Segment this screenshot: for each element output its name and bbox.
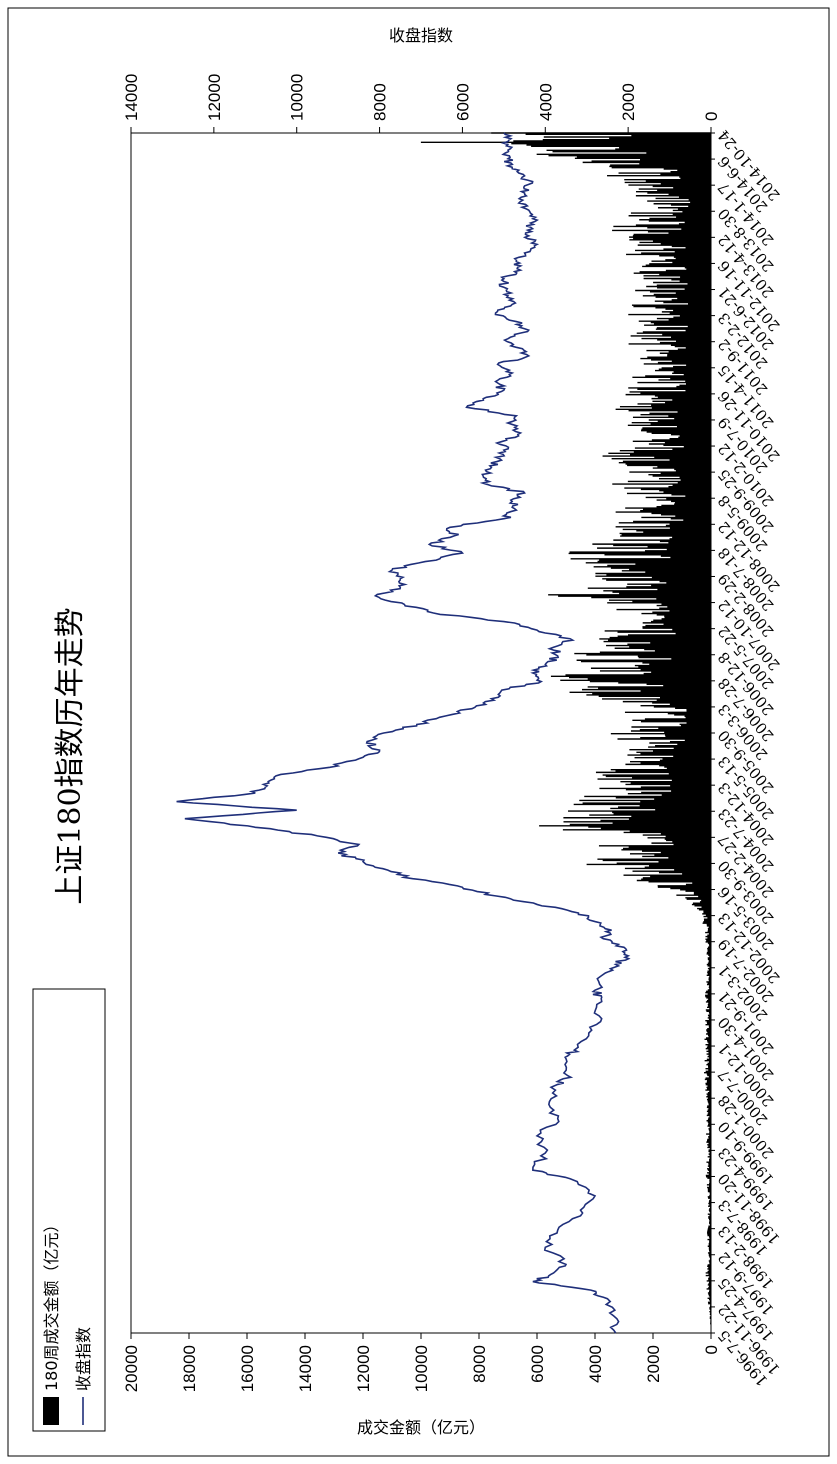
left-tick-label: 10000 — [412, 1345, 431, 1392]
left-tick-label: 2000 — [644, 1345, 663, 1383]
left-tick-label: 16000 — [238, 1345, 257, 1392]
right-tick-label: 14000 — [122, 74, 141, 121]
right-tick-label: 12000 — [205, 74, 224, 121]
legend-bar-swatch — [43, 1397, 59, 1425]
right-tick-label: 2000 — [619, 83, 638, 121]
legend-bar-label: 180周成交金额（亿元） — [42, 1216, 61, 1391]
right-tick-label: 8000 — [371, 83, 390, 121]
left-tick-label: 14000 — [296, 1345, 315, 1392]
right-axis: 0 2000 4000 6000 8000 10000 12000 14000 — [122, 74, 721, 133]
legend-line-label: 收盘指数 — [74, 1327, 93, 1391]
close-index-line — [176, 132, 631, 1334]
left-tick-label: 0 — [702, 1345, 721, 1354]
turnover-series — [420, 132, 711, 1333]
turnover-bars — [420, 132, 711, 1333]
right-tick-label: 6000 — [453, 83, 472, 121]
left-tick-label: 20000 — [122, 1345, 141, 1392]
x-axis: 1996-7-51996-11-221997-4-251997-9-121998… — [711, 126, 784, 1390]
legend: 180周成交金额（亿元） 收盘指数 — [32, 988, 106, 1432]
right-tick-label: 0 — [702, 112, 721, 121]
right-tick-label: 10000 — [288, 74, 307, 121]
chart-title: 上证180指数历年走势 — [53, 607, 88, 904]
left-tick-label: 18000 — [180, 1345, 199, 1392]
left-tick-label: 12000 — [354, 1345, 373, 1392]
legend-box — [32, 988, 106, 1432]
left-tick-label: 6000 — [528, 1345, 547, 1383]
left-tick-label: 8000 — [470, 1345, 489, 1383]
left-axis: 0 2000 4000 6000 8000 10000 12000 14000 16000 180… — [122, 1333, 721, 1392]
right-tick-label: 4000 — [536, 83, 555, 121]
left-axis-title: 成交金额（亿元） — [357, 1418, 485, 1437]
right-axis-title: 收盘指数 — [389, 26, 453, 45]
left-tick-label: 4000 — [586, 1345, 605, 1383]
